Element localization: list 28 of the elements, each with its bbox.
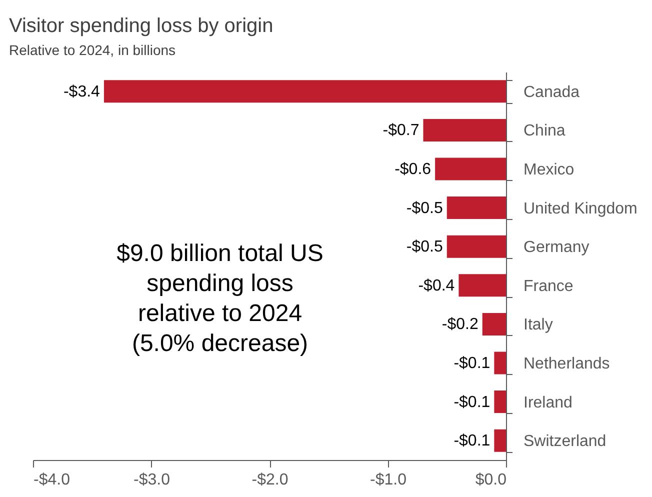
data-label: -$0.2: [442, 316, 478, 334]
data-label: -$0.1: [454, 355, 490, 372]
x-tick-label: -$4.0: [34, 472, 70, 488]
x-tick-label: -$1.0: [370, 472, 407, 488]
x-tick-label: -$3.0: [134, 472, 170, 488]
data-label: -$0.1: [454, 432, 490, 450]
y-tick-label: Netherlands: [524, 356, 610, 372]
data-label: -$0.6: [394, 161, 432, 178]
y-tick-label: Ireland: [524, 394, 572, 412]
annotation: $9.0 billion total US spending loss relative to 2024 (5.0% decrease): [116, 240, 324, 357]
chart-subtitle: Relative to 2024, in billions: [9, 42, 176, 58]
y-tick-label: Canada: [524, 84, 580, 101]
y-tick-label: Germany: [524, 239, 590, 256]
x-tick-label: -$2.0: [252, 472, 288, 488]
y-tick-label: Italy: [524, 316, 553, 334]
data-label: -$0.4: [418, 277, 455, 294]
data-label: -$0.5: [406, 238, 443, 256]
y-tick-label: United Kingdom: [524, 200, 638, 218]
data-label: -$0.1: [454, 394, 490, 411]
y-tick-label: Mexico: [524, 162, 574, 178]
data-label: -$0.7: [382, 122, 420, 140]
y-tick-label: France: [524, 278, 574, 295]
x-tick-label: $0.0: [475, 472, 507, 488]
y-tick-label: Switzerland: [524, 433, 606, 450]
y-tick-label: China: [524, 122, 566, 140]
data-label: -$3.4: [63, 83, 100, 100]
chart-title: Visitor spending loss by origin: [9, 15, 274, 37]
data-label: -$0.5: [406, 200, 443, 217]
